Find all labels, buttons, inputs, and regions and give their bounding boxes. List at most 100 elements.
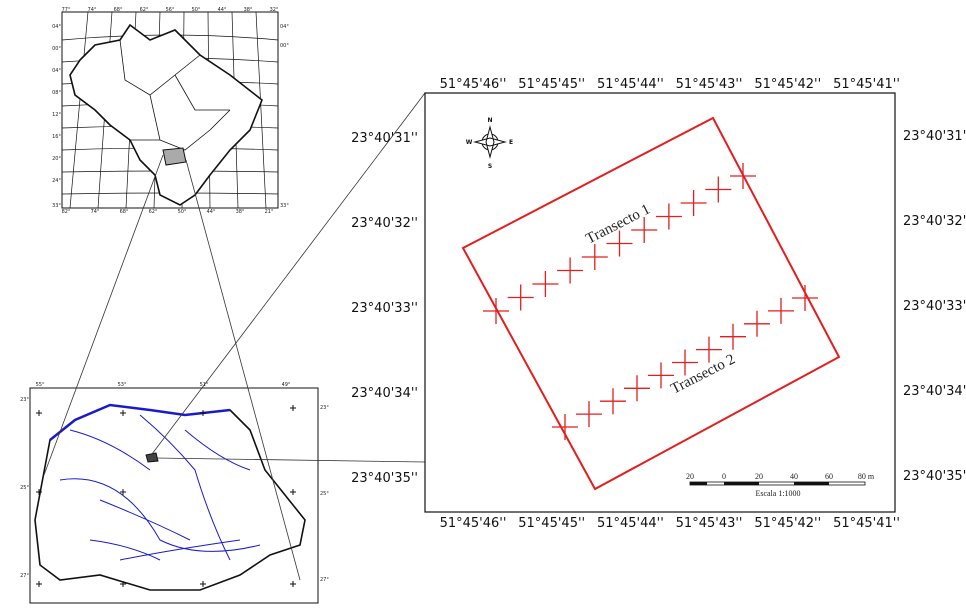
longitude-label: 51°45'42''	[754, 516, 821, 531]
grid-label: 74°	[88, 7, 97, 13]
grid-label: 38°	[236, 209, 245, 215]
sample-cross	[680, 190, 707, 216]
scale-tick-label: 0	[722, 472, 726, 481]
sample-cross	[744, 310, 770, 337]
sample-cross	[552, 414, 578, 440]
grid-label: 21°	[265, 209, 274, 215]
longitude-label: 51°45'42''	[754, 77, 821, 92]
scale-tick-label: 20	[755, 472, 763, 481]
latitude-label: 23°40'32''	[903, 214, 966, 229]
grid-label: 38°	[244, 7, 253, 13]
longitude-label: 51°45'41''	[833, 77, 900, 92]
longitude-label: 51°45'43''	[676, 77, 743, 92]
latitude-label: 23°40'31''	[903, 129, 966, 144]
grid-label: 55°	[36, 382, 45, 388]
grid-label: 00°	[280, 43, 289, 49]
sample-cross	[483, 298, 509, 324]
grid-label: 49°	[282, 382, 291, 388]
longitude-label: 51°45'44''	[597, 516, 664, 531]
longitude-label: 51°45'43''	[676, 516, 743, 531]
grid-label: 16°	[52, 134, 61, 140]
sample-cross	[624, 375, 650, 402]
latitude-label: 23°40'35''	[903, 469, 966, 484]
grid-label: 32°	[270, 7, 279, 13]
transect-label: Transecto 2	[668, 351, 738, 397]
grid-label: 25°	[320, 491, 329, 497]
sample-cross	[672, 349, 698, 376]
transect-label: Transecto 1	[583, 201, 653, 247]
grid-label: 62°	[149, 209, 158, 215]
main-frame	[424, 92, 896, 513]
grid-label: 27°	[320, 577, 329, 583]
connector-lines	[43, 92, 426, 581]
scale-tick-label: 20	[686, 472, 694, 481]
latitude-label: 23°40'35''	[351, 471, 418, 486]
sample-cross	[768, 297, 794, 324]
scale-tick-label: 40	[790, 472, 798, 481]
sample-cross	[507, 284, 534, 311]
sample-cross	[792, 285, 818, 311]
scale-tick-label: 60	[825, 472, 833, 481]
compass	[473, 125, 507, 159]
grid-label: 50°	[178, 209, 187, 215]
grid-label: 44°	[218, 7, 227, 13]
grid-label: 12°	[52, 112, 61, 118]
grid-label: 33°	[52, 203, 61, 209]
sample-cross	[581, 244, 608, 270]
grid-label: 50°	[192, 7, 201, 13]
grid-label: 24°	[52, 178, 61, 184]
longitude-label: 51°45'46''	[440, 77, 507, 92]
sample-points	[483, 163, 818, 440]
latitude-label: 23°40'31''	[351, 131, 418, 146]
latitude-label: 23°40'33''	[351, 301, 418, 316]
grid-label: 56°	[166, 7, 175, 13]
latitude-label: 23°40'32''	[351, 216, 418, 231]
grid-label: 33°	[280, 203, 289, 209]
sample-cross	[631, 217, 658, 243]
grid-label: 08°	[52, 90, 61, 96]
grid-label: 00°	[52, 46, 61, 52]
longitude-label: 51°45'41''	[833, 516, 900, 531]
sample-cross	[730, 163, 756, 189]
latitude-label: 23°40'34''	[351, 386, 418, 401]
brazil-map	[61, 11, 279, 209]
grid-label: 04°	[52, 24, 61, 30]
compass-label: W	[466, 139, 473, 146]
grid-label: 27°	[20, 573, 29, 579]
compass-label: N	[487, 117, 492, 124]
grid-label: 62°	[140, 7, 149, 13]
grid-label: 68°	[114, 7, 123, 13]
grid-label: 20°	[52, 156, 61, 162]
grid-label: 74°	[91, 209, 100, 215]
sample-cross	[600, 388, 626, 415]
longitude-label: 51°45'45''	[518, 516, 585, 531]
latitude-label: 23°40'33''	[903, 299, 966, 314]
grid-label: 53°	[118, 382, 127, 388]
sample-cross	[532, 271, 559, 297]
sample-cross	[557, 257, 584, 284]
sample-cross	[720, 323, 746, 350]
sample-cross	[696, 336, 722, 363]
grid-label: 77°	[62, 7, 71, 13]
grid-label: 04°	[280, 24, 289, 30]
parana-map	[29, 387, 319, 604]
grid-label: 23°	[320, 405, 329, 411]
compass-label: S	[488, 163, 492, 170]
grid-label: 82°	[62, 209, 71, 215]
sample-cross	[655, 203, 682, 230]
compass-label: E	[509, 139, 513, 146]
scale-bar	[689, 481, 866, 486]
grid-label: 51°	[200, 382, 209, 388]
grid-label: 23°	[20, 397, 29, 403]
study-plot	[461, 116, 841, 491]
longitude-label: 51°45'45''	[518, 77, 585, 92]
grid-label: 44°	[207, 209, 216, 215]
sample-cross	[705, 176, 732, 203]
sample-cross	[606, 230, 633, 257]
sample-cross	[648, 362, 674, 389]
longitude-label: 51°45'46''	[440, 516, 507, 531]
grid-label: 04°	[52, 68, 61, 74]
latitude-label: 23°40'34''	[903, 384, 966, 399]
scale-tick-label: 80 m	[858, 472, 875, 481]
